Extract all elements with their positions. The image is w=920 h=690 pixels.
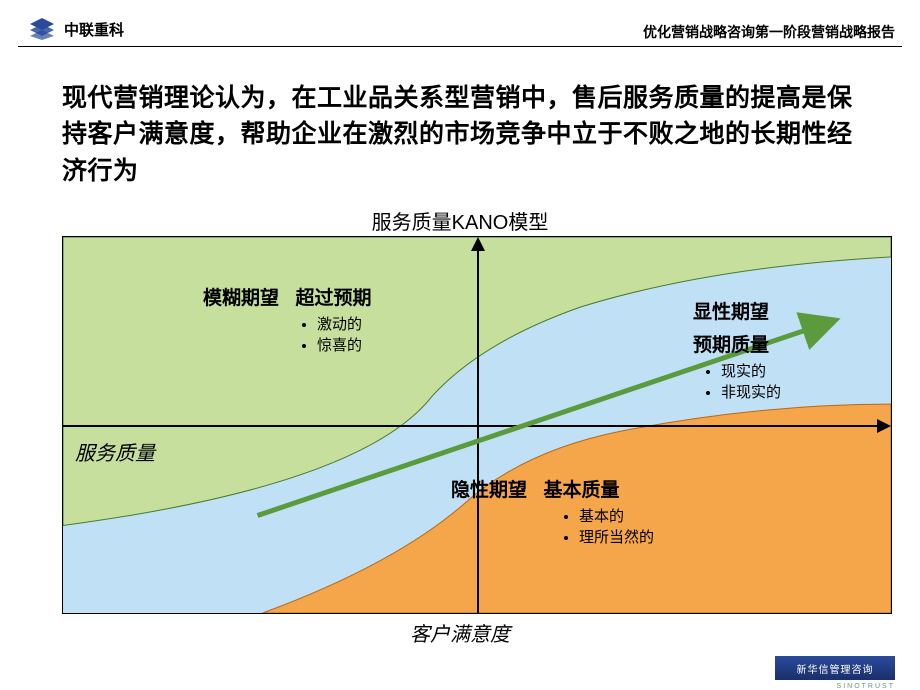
q2-bullet: 惊喜的 [317, 335, 371, 356]
header-rule [18, 46, 902, 47]
q1-label2: 预期质量 [693, 330, 781, 357]
q1-bullet: 非现实的 [721, 382, 781, 403]
x-axis-label: 客户满意度 [0, 618, 920, 647]
q1-label-block: 显性期望 预期质量 现实的 非现实的 [693, 297, 781, 403]
y-axis-label: 服务质量 [75, 437, 155, 466]
company-logo-area: 中联重科 [28, 18, 124, 40]
company-name: 中联重科 [64, 19, 124, 40]
q4-bullets: 基本的 理所当然的 [551, 506, 654, 548]
q2-bullets: 激动的 惊喜的 [289, 314, 371, 356]
kano-chart: 模糊期望 超过预期 激动的 惊喜的 显性期望 预期质量 现实的 非现实的 隐性期… [62, 236, 892, 614]
document-title: 优化营销战略咨询第一阶段营销战略报告 [643, 22, 895, 42]
y-axis-arrow-icon [471, 237, 485, 251]
slide-main-title: 现代营销理论认为，在工业品关系型营销中，售后服务质量的提高是保持客户满意度，帮助… [62, 80, 858, 189]
q4-label-block: 隐性期望 基本质量 基本的 理所当然的 [451, 475, 654, 548]
q2-bullet: 激动的 [317, 314, 371, 335]
header: 中联重科 优化营销战略咨询第一阶段营销战略报告 [0, 18, 920, 48]
q1-label1: 显性期望 [693, 297, 769, 324]
q1-bullets: 现实的 非现实的 [693, 361, 781, 403]
x-axis-arrow-icon [877, 419, 891, 433]
y-axis [477, 243, 479, 613]
x-axis [63, 425, 885, 427]
company-logo-icon [28, 18, 56, 40]
q2-label2: 超过预期 [295, 288, 371, 309]
q2-label-block: 模糊期望 超过预期 激动的 惊喜的 [203, 283, 371, 356]
footer-brand-en: SINOTRUST [775, 683, 895, 690]
chart-title: 服务质量KANO模型 [0, 206, 920, 235]
q4-label1: 隐性期望 [451, 475, 527, 502]
footer-brand-logo: 新华信管理咨询 [775, 656, 895, 680]
q2-label1: 模糊期望 [203, 283, 279, 310]
q4-label2: 基本质量 [543, 480, 619, 501]
q4-bullet: 基本的 [579, 506, 654, 527]
q4-bullet: 理所当然的 [579, 527, 654, 548]
q1-bullet: 现实的 [721, 361, 781, 382]
